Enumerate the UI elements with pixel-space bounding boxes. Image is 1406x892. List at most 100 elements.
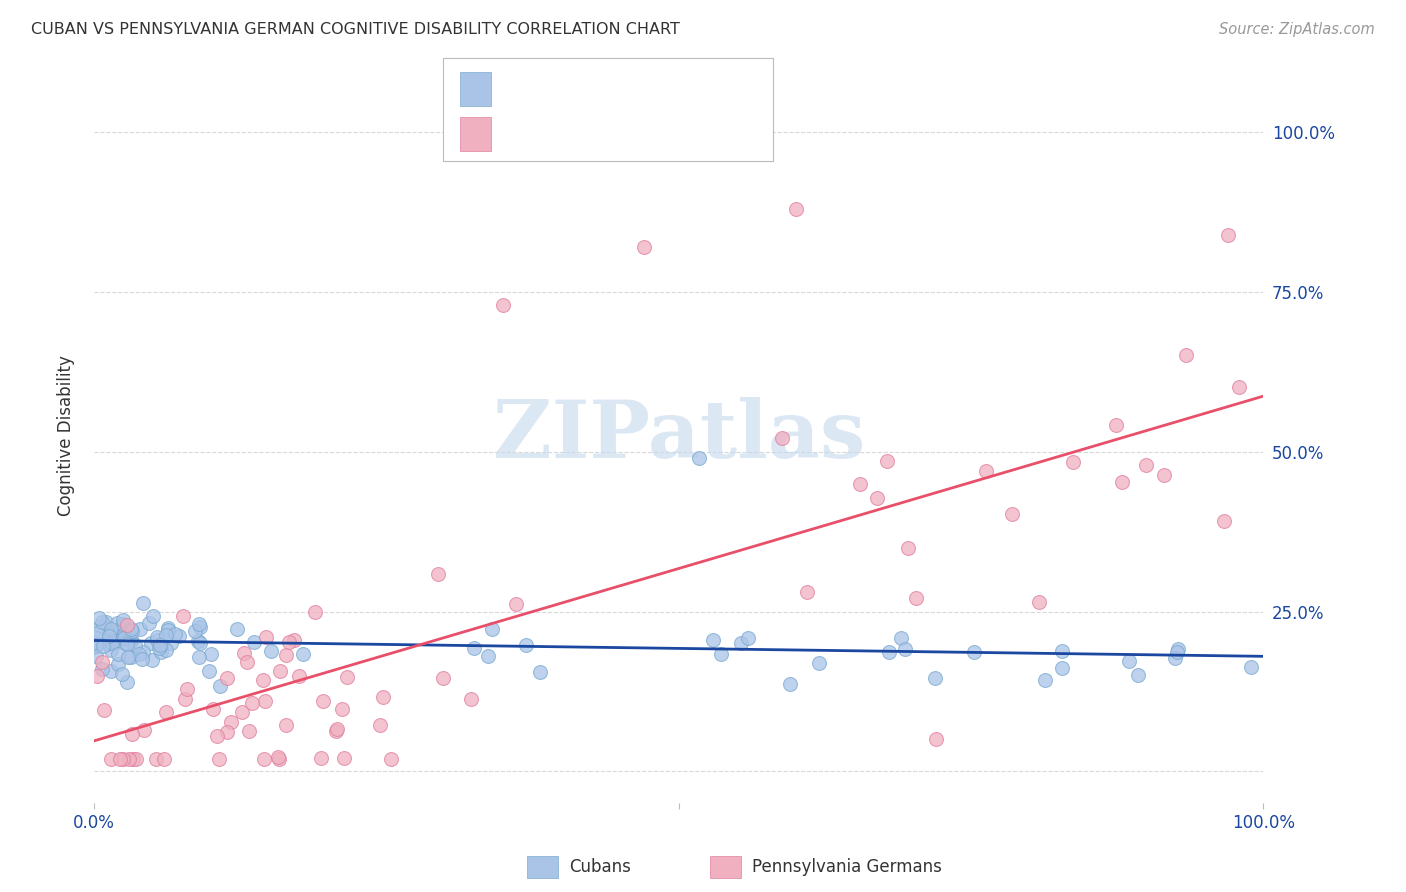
Point	[1213, 514, 1236, 528]
Point	[1118, 654, 1140, 668]
Text: 0.585: 0.585	[543, 125, 595, 143]
Point	[460, 691, 482, 706]
Point	[1111, 475, 1133, 489]
Point	[380, 751, 402, 765]
Text: Cubans: Cubans	[569, 858, 631, 876]
Point	[269, 664, 291, 678]
Point	[808, 657, 831, 671]
Point	[100, 664, 122, 678]
Point	[100, 622, 122, 636]
Point	[463, 641, 485, 656]
Point	[169, 629, 191, 643]
Point	[108, 624, 131, 638]
Point	[131, 596, 153, 610]
Point	[97, 636, 120, 650]
Point	[274, 648, 297, 662]
Point	[149, 645, 172, 659]
Point	[131, 652, 153, 666]
Point	[120, 634, 142, 648]
Point	[121, 624, 143, 638]
Point	[702, 633, 724, 648]
Point	[188, 620, 211, 634]
Point	[848, 477, 870, 491]
Point	[111, 628, 134, 642]
Point	[187, 634, 209, 648]
Point	[276, 718, 298, 732]
Point	[529, 665, 551, 680]
Point	[221, 714, 243, 729]
Point	[779, 677, 801, 691]
Point	[254, 630, 277, 644]
Point	[1050, 661, 1073, 675]
Point	[110, 751, 132, 765]
Point	[267, 750, 290, 764]
Point	[336, 670, 359, 684]
Point	[163, 627, 186, 641]
Point	[84, 632, 107, 646]
Point	[896, 541, 918, 555]
Text: Pennsylvania Germans: Pennsylvania Germans	[752, 858, 942, 876]
Point	[240, 697, 263, 711]
Point	[98, 633, 121, 648]
Point	[304, 605, 326, 619]
Point	[90, 615, 112, 630]
Point	[142, 609, 165, 624]
Point	[226, 623, 249, 637]
Point	[152, 751, 174, 765]
Point	[1062, 455, 1084, 469]
Point	[112, 751, 135, 765]
Point	[633, 240, 655, 254]
Point	[98, 629, 121, 643]
Point	[188, 649, 211, 664]
Point	[865, 491, 887, 506]
Point	[124, 639, 146, 653]
Point	[217, 672, 239, 686]
Point	[198, 664, 221, 678]
Point	[877, 644, 900, 658]
Point	[101, 635, 124, 649]
Point	[107, 647, 129, 661]
Point	[112, 635, 135, 649]
Point	[269, 751, 291, 765]
Point	[100, 751, 122, 765]
Point	[688, 451, 710, 466]
Point	[890, 631, 912, 645]
Point	[236, 656, 259, 670]
Point	[1050, 643, 1073, 657]
Point	[904, 591, 927, 605]
Point	[101, 634, 124, 648]
Point	[252, 673, 274, 687]
Point	[84, 639, 107, 653]
Point	[254, 694, 277, 708]
Point	[86, 626, 108, 640]
Text: -0.186: -0.186	[543, 80, 602, 98]
Point	[91, 662, 114, 676]
Point	[120, 623, 142, 637]
Point	[477, 648, 499, 663]
Point	[737, 631, 759, 645]
Point	[105, 634, 128, 648]
Point	[138, 616, 160, 631]
Point	[515, 639, 537, 653]
Point	[141, 653, 163, 667]
Point	[208, 751, 231, 765]
Point	[291, 648, 314, 662]
Point	[231, 705, 253, 719]
Point	[149, 638, 172, 652]
Point	[371, 690, 394, 704]
Point	[333, 751, 356, 765]
Point	[217, 725, 239, 739]
Point	[242, 635, 264, 649]
Point	[86, 668, 108, 682]
Point	[134, 723, 156, 737]
Point	[188, 636, 211, 650]
Point	[785, 202, 807, 216]
Point	[132, 645, 155, 659]
Point	[1028, 595, 1050, 609]
Point	[112, 631, 135, 645]
Point	[145, 751, 167, 765]
Point	[1166, 645, 1188, 659]
Point	[1153, 467, 1175, 482]
Point	[330, 702, 353, 716]
Point	[188, 616, 211, 631]
